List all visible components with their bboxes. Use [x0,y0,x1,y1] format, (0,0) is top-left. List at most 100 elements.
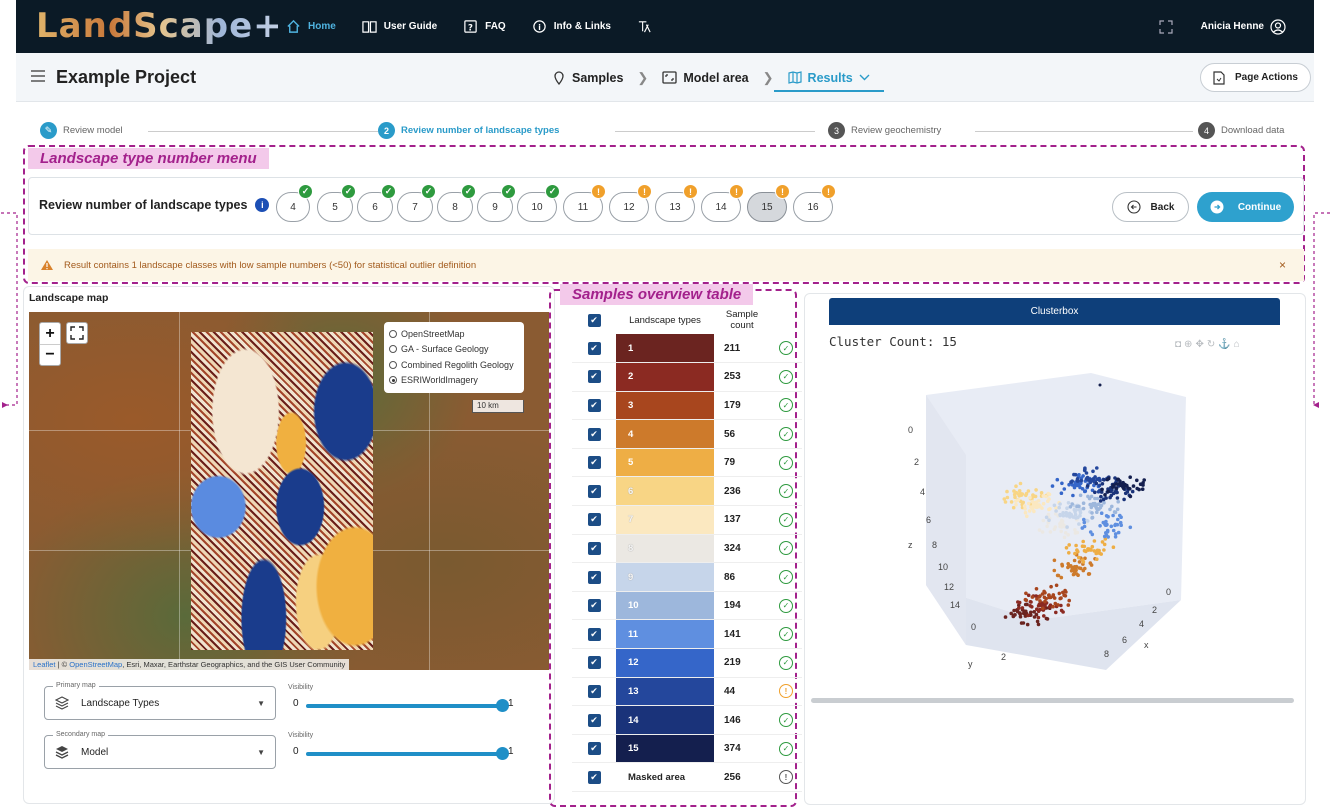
cluster-point [1067,551,1071,555]
select-all-checkbox[interactable]: ✔ [587,313,601,327]
nav-info[interactable]: i Info & Links [532,19,611,34]
continue-button[interactable]: Continue [1197,192,1294,222]
clusterbox-tab[interactable]: Clusterbox [829,298,1280,325]
orbit-icon[interactable]: ↻ [1206,339,1219,350]
table-row[interactable]: ✔ 12 219 ✓ [572,648,802,678]
table-row[interactable]: ✔ 8 324 ✓ [572,534,802,564]
app-logo[interactable]: LandScape+ [36,6,283,46]
row-checkbox[interactable]: ✔ [587,398,601,412]
type-number-option-13[interactable]: 13! [655,184,698,222]
table-row[interactable]: ✔ 14 146 ✓ [572,705,802,735]
column-header[interactable]: Landscape types [629,314,701,326]
table-row[interactable]: ✔ 7 137 ✓ [572,505,802,535]
fullscreen-icon[interactable] [1159,19,1173,34]
horizontal-scrollbar[interactable] [811,698,1294,703]
osm-link[interactable]: OpenStreetMap [69,660,123,669]
basemap-option[interactable]: ESRIWorldImagery [389,373,519,389]
type-number-option-12[interactable]: 12! [609,184,652,222]
row-checkbox[interactable]: ✔ [587,513,601,527]
table-row[interactable]: ✔ 5 79 ✓ [572,448,802,478]
row-checkbox[interactable]: ✔ [587,599,601,613]
tab-samples[interactable]: Samples [552,53,623,102]
table-row[interactable]: ✔ 13 44! [572,677,802,707]
nav-home[interactable]: Home [286,19,336,34]
row-checkbox[interactable]: ✔ [587,341,601,355]
row-checkbox[interactable]: ✔ [587,627,601,641]
type-number-option-10[interactable]: 10 ✓ [517,184,560,222]
type-number-option-16[interactable]: 16! [793,184,836,222]
type-number-option-15[interactable]: 15! [747,184,790,222]
page-actions-button[interactable]: Page Actions [1200,63,1311,92]
landscape-map[interactable]: + − OpenStreetMap GA - Surface Geology Com… [29,312,549,670]
row-checkbox[interactable]: ✔ [587,656,601,670]
user-menu[interactable]: Anicia Henne [1201,18,1286,35]
table-row[interactable]: ✔ 4 56 ✓ [572,419,802,449]
leaflet-link[interactable]: Leaflet [33,660,56,669]
close-icon[interactable]: × [1278,258,1286,272]
menu-icon[interactable] [31,70,45,82]
stepper-step-review-types[interactable]: 2 Review number of landscape types [378,122,564,139]
row-checkbox[interactable]: ✔ [587,713,601,727]
row-checkbox[interactable]: ✔ [587,370,601,384]
pan-icon[interactable]: ✥ [1195,339,1207,350]
basemap-option[interactable]: GA - Surface Geology [389,342,519,358]
table-row[interactable]: ✔ Masked area 256! [572,762,802,792]
row-checkbox[interactable]: ✔ [587,456,601,470]
tab-model-area[interactable]: Model area [662,53,749,102]
row-checkbox[interactable]: ✔ [587,484,601,498]
turntable-icon[interactable]: ⚓ [1218,339,1234,350]
zoom-in-button[interactable]: + [45,324,55,342]
type-number-option-4[interactable]: 4 ✓ [276,184,313,222]
stepper-step-review-geochemistry[interactable]: 3 Review geochemistry [828,122,946,139]
table-row[interactable]: ✔ 9 86 ✓ [572,562,802,592]
basemap-option[interactable]: OpenStreetMap [389,326,519,342]
row-checkbox[interactable]: ✔ [587,770,601,784]
table-row[interactable]: ✔ 10 194 ✓ [572,591,802,621]
type-number-option-11[interactable]: 11! [563,184,606,222]
table-row[interactable]: ✔ 3 179 ✓ [572,391,802,421]
zoom-out-button[interactable]: − [40,344,60,365]
stepper-step-review-model[interactable]: ✎ Review model [40,122,127,139]
row-checkbox[interactable]: ✔ [587,742,601,756]
type-number-option-5[interactable]: 5 ✓ [317,184,356,222]
type-number-option-9[interactable]: 9 ✓ [477,184,516,222]
radio-button[interactable] [389,376,397,385]
type-number-option-14[interactable]: 14! [701,184,744,222]
primary-visibility-slider[interactable]: Visibility 0 1 [288,684,518,718]
stepper-step-download[interactable]: 4 Download data [1198,122,1289,139]
nav-language[interactable] [637,19,652,34]
home-reset-icon[interactable]: ⌂ [1233,339,1243,350]
row-checkbox[interactable]: ✔ [587,541,601,555]
table-row[interactable]: ✔ 2 253 ✓ [572,362,802,392]
type-number-option-6[interactable]: 6 ✓ [357,184,396,222]
nav-faq[interactable]: ? FAQ [463,19,506,34]
radio-button[interactable] [389,345,397,354]
info-icon[interactable]: i [255,198,270,212]
map-fullscreen-button[interactable] [66,322,88,344]
primary-map-select[interactable]: Primary map Landscape Types ▼ [44,682,276,720]
table-row[interactable]: ✔ 15 374 ✓ [572,734,802,764]
camera-icon[interactable]: ◘ [1175,339,1185,350]
basemap-option[interactable]: Combined Regolith Geology [389,357,519,373]
type-number-option-8[interactable]: 8 ✓ [437,184,476,222]
tab-results[interactable]: Results [773,53,884,102]
table-row[interactable]: ✔ 6 236 ✓ [572,476,802,507]
radio-button[interactable] [389,360,397,369]
table-row[interactable]: ✔ 1 211 ✓ [572,334,802,364]
check-circle-icon: ✓ [779,627,793,642]
secondary-visibility-slider[interactable]: Visibility 0 1 [288,732,518,766]
slider-thumb[interactable] [496,747,509,760]
column-header[interactable]: Sample count [725,309,759,331]
secondary-map-select[interactable]: Secondary map Model ▼ [44,731,276,769]
radio-button[interactable] [389,329,397,338]
row-checkbox[interactable]: ✔ [587,684,601,698]
table-row[interactable]: ✔ 11 141 ✓ [572,619,802,650]
row-checkbox[interactable]: ✔ [587,570,601,584]
nav-user-guide[interactable]: User Guide [362,19,437,34]
row-checkbox[interactable]: ✔ [587,427,601,441]
zoom-icon[interactable]: ⊕ [1184,339,1196,350]
slider-thumb[interactable] [496,699,509,712]
type-number-option-7[interactable]: 7 ✓ [397,184,436,222]
back-button[interactable]: Back [1112,192,1189,222]
